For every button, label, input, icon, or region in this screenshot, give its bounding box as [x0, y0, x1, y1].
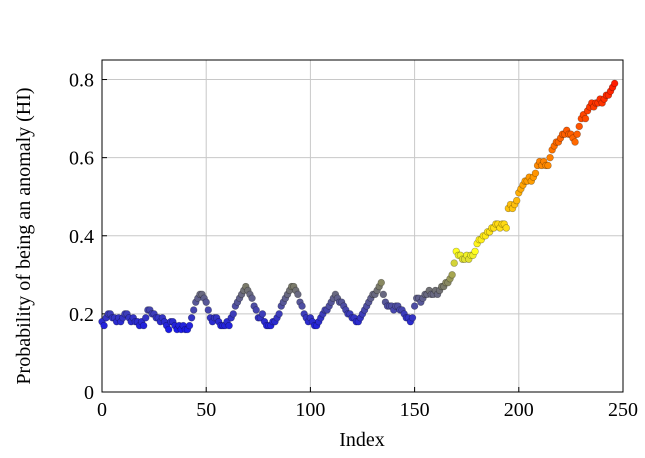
point [185, 321, 194, 330]
point [575, 122, 583, 131]
point [379, 290, 388, 299]
point [408, 314, 417, 322]
point [202, 298, 210, 306]
plot-frame [101, 59, 624, 393]
point [298, 302, 306, 310]
y-tick-label: 0 [84, 382, 94, 404]
point [100, 321, 108, 330]
point [502, 224, 510, 232]
point [513, 196, 521, 205]
y-tick-label: 0.2 [69, 304, 94, 326]
point [187, 314, 196, 322]
point [142, 314, 150, 322]
x-tick-label: 100 [295, 399, 325, 421]
x-tick-label: 200 [504, 399, 534, 421]
x-tick-label: 50 [196, 399, 216, 421]
y-tick-label: 0.4 [69, 226, 94, 248]
point [448, 271, 456, 279]
point [275, 310, 283, 318]
point [546, 153, 554, 162]
point [258, 310, 267, 318]
point [248, 294, 256, 302]
y-axis-label: Probability of being an anomaly (HI) [13, 87, 35, 384]
point [252, 306, 260, 314]
x-tick-label: 0 [97, 399, 107, 421]
point [450, 259, 458, 267]
point [410, 302, 419, 310]
point [471, 247, 479, 256]
y-tick-label: 0.6 [69, 148, 94, 170]
point [204, 306, 212, 314]
point [531, 169, 540, 177]
x-axis-label: Index [339, 429, 385, 451]
point [229, 310, 237, 318]
point [573, 130, 581, 138]
point [581, 114, 590, 123]
point [377, 278, 385, 287]
point [571, 138, 579, 146]
x-tick-label: 250 [608, 399, 638, 421]
point [164, 325, 173, 334]
point [294, 290, 302, 299]
point [139, 321, 148, 330]
x-tick-label: 150 [400, 399, 430, 421]
point [225, 321, 233, 330]
y-tick-label: 0.8 [69, 70, 94, 92]
point [189, 306, 198, 314]
point [544, 161, 552, 170]
point [610, 79, 619, 88]
